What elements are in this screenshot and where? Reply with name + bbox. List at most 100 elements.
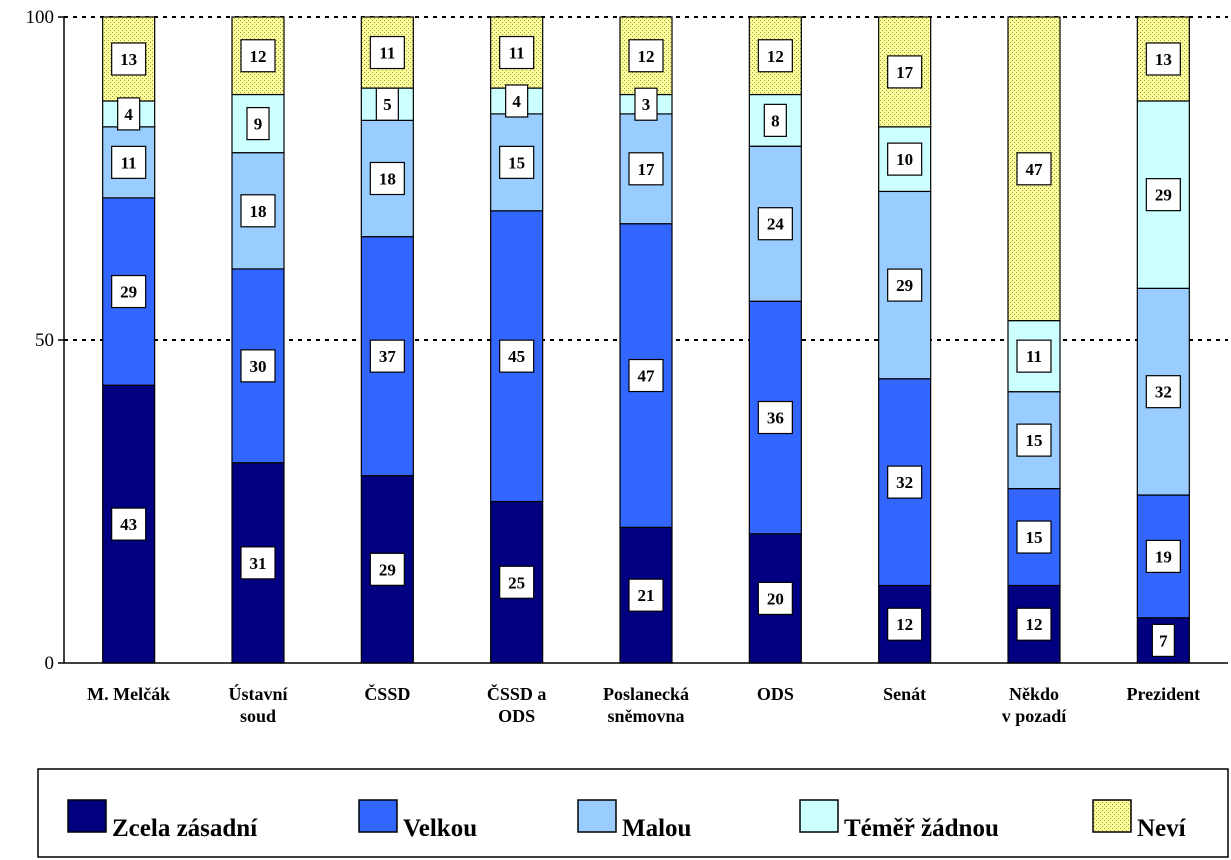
category-label-line: ODS	[498, 706, 535, 726]
legend-swatch	[358, 799, 398, 833]
data-label: 12	[250, 47, 267, 66]
data-label-box	[240, 39, 276, 73]
data-label-box	[499, 339, 535, 373]
data-label-box	[117, 97, 141, 131]
data-label-box	[1151, 623, 1175, 657]
data-label: 12	[638, 47, 655, 66]
data-label-box	[505, 84, 529, 118]
data-label-box	[887, 268, 923, 302]
category-label-line: ČSSD a	[487, 683, 547, 704]
category-label-line: Někdo	[1009, 684, 1059, 704]
data-label-box	[369, 161, 405, 196]
data-label-box	[240, 349, 276, 383]
data-label-box	[1145, 178, 1181, 212]
data-label-box	[757, 39, 793, 73]
data-label: 29	[1155, 186, 1172, 205]
data-label: 29	[120, 283, 137, 302]
category-label-line: sněmovna	[607, 706, 684, 726]
data-label: 24	[767, 215, 785, 234]
data-label: 12	[767, 47, 784, 66]
data-label: 18	[250, 202, 267, 221]
legend-label: Neví	[1137, 815, 1187, 842]
data-label-box	[887, 607, 923, 641]
data-label: 15	[508, 153, 525, 172]
category-label-line: Ústavní	[228, 683, 288, 704]
data-label: 13	[1155, 50, 1172, 69]
data-label: 25	[508, 573, 525, 592]
legend-label: Malou	[622, 815, 692, 842]
category-label-line: Prezident	[1127, 684, 1201, 704]
data-label-box	[246, 106, 270, 141]
category-label-line: v pozadí	[1002, 706, 1068, 726]
data-label: 32	[896, 473, 913, 492]
data-label: 11	[379, 44, 395, 63]
data-label-box	[887, 55, 923, 89]
category-label: Ústavní soud	[228, 683, 288, 726]
data-label-box	[628, 39, 664, 73]
data-label: 15	[1026, 528, 1043, 547]
data-label: 4	[512, 92, 521, 111]
data-label: 13	[120, 50, 137, 69]
data-label-box	[1145, 42, 1181, 76]
data-label: 43	[120, 515, 137, 534]
legend-box	[37, 768, 1229, 858]
category-label: Prezident	[1127, 684, 1201, 704]
data-label: 4	[124, 105, 133, 124]
category-label: ČSSD	[364, 683, 410, 704]
data-label: 8	[771, 111, 780, 130]
data-label: 10	[896, 150, 913, 169]
data-label: 11	[121, 153, 137, 172]
y-tick-label: 100	[26, 7, 55, 28]
data-label-box	[1016, 152, 1052, 186]
data-label-box	[628, 578, 664, 612]
data-label-box	[634, 87, 658, 121]
data-label-box	[757, 207, 793, 241]
data-label: 47	[638, 367, 656, 386]
data-label-box	[499, 145, 535, 179]
category-label-line: soud	[240, 706, 276, 726]
data-label: 5	[383, 95, 392, 114]
data-label-box	[757, 400, 793, 435]
data-label: 31	[250, 554, 267, 573]
category-label: M. Melčák	[87, 684, 170, 704]
data-label-box	[240, 546, 276, 580]
category-label: ČSSD a ODS	[487, 683, 547, 726]
data-label: 15	[1026, 431, 1043, 450]
category-label-line: M. Melčák	[87, 684, 170, 704]
legend-swatch	[67, 799, 107, 833]
data-label-box	[1016, 520, 1052, 554]
data-label-box	[628, 358, 664, 393]
category-label-line: Poslanecká	[603, 684, 689, 704]
y-tick-label: 50	[35, 330, 54, 351]
data-label-box	[240, 194, 276, 228]
data-label-box	[369, 552, 405, 586]
data-label-box	[628, 152, 664, 186]
data-label: 11	[1026, 347, 1042, 366]
data-label: 29	[896, 276, 913, 295]
data-label-box	[1145, 375, 1181, 409]
data-label-box	[1016, 423, 1052, 457]
data-label-box	[499, 565, 535, 599]
legend-label: Téměř žádnou	[844, 815, 999, 842]
data-label-box	[1016, 339, 1052, 373]
data-label-box	[499, 35, 535, 70]
data-label: 17	[896, 63, 914, 82]
data-label: 30	[250, 357, 267, 376]
legend-label: Velkou	[403, 815, 477, 842]
data-label-box	[369, 35, 405, 70]
data-label: 37	[379, 347, 397, 366]
category-label: ODS	[757, 684, 794, 704]
data-label: 45	[508, 347, 525, 366]
data-label: 7	[1159, 631, 1168, 650]
data-label-box	[111, 145, 147, 179]
data-label: 3	[642, 95, 651, 114]
data-label: 12	[896, 615, 913, 634]
data-label: 20	[767, 589, 784, 608]
data-label: 36	[767, 409, 784, 428]
legend-swatch	[577, 799, 617, 833]
legend-swatch	[799, 799, 839, 833]
data-label: 11	[509, 44, 525, 63]
data-label: 29	[379, 560, 396, 579]
